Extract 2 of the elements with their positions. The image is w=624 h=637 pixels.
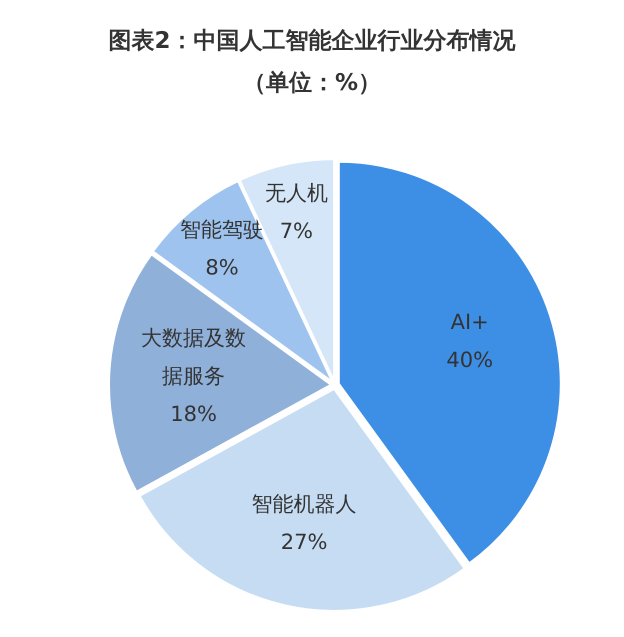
title: 图表2：中国人工智能企业行业分布情况 (108, 28, 516, 54)
subtitle: （单位：%） (242, 70, 382, 96)
